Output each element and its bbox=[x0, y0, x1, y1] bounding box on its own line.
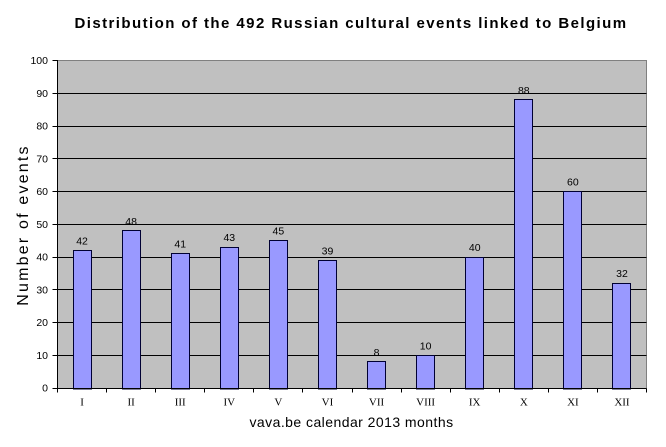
svg-text:8: 8 bbox=[374, 347, 380, 359]
svg-text:VIII: VIII bbox=[416, 397, 435, 409]
svg-text:0: 0 bbox=[42, 383, 48, 395]
svg-text:42: 42 bbox=[76, 235, 88, 247]
svg-text:30: 30 bbox=[36, 284, 48, 296]
svg-text:60: 60 bbox=[36, 186, 48, 198]
svg-text:45: 45 bbox=[273, 226, 285, 238]
svg-text:10: 10 bbox=[420, 340, 432, 352]
svg-text:IX: IX bbox=[469, 397, 481, 409]
svg-text:Number of events: Number of events bbox=[15, 144, 32, 305]
svg-text:100: 100 bbox=[30, 55, 48, 67]
svg-text:70: 70 bbox=[36, 153, 48, 165]
svg-text:Distribution of the 492 Russia: Distribution of the 492 Russian cultural… bbox=[74, 15, 627, 32]
svg-text:88: 88 bbox=[518, 85, 530, 97]
svg-text:90: 90 bbox=[36, 88, 48, 100]
svg-text:XI: XI bbox=[567, 397, 579, 409]
svg-text:vava.be calendar 2013 months: vava.be calendar 2013 months bbox=[249, 414, 453, 430]
svg-text:X: X bbox=[520, 397, 528, 409]
svg-text:41: 41 bbox=[174, 239, 186, 251]
svg-text:II: II bbox=[127, 397, 135, 409]
svg-text:50: 50 bbox=[36, 219, 48, 231]
svg-text:VII: VII bbox=[369, 397, 385, 409]
svg-text:40: 40 bbox=[469, 242, 481, 254]
svg-text:32: 32 bbox=[616, 268, 628, 280]
svg-text:80: 80 bbox=[36, 121, 48, 133]
svg-text:20: 20 bbox=[36, 317, 48, 329]
svg-text:43: 43 bbox=[223, 232, 235, 244]
svg-text:60: 60 bbox=[567, 177, 579, 189]
svg-text:III: III bbox=[175, 397, 186, 409]
svg-text:10: 10 bbox=[36, 350, 48, 362]
svg-text:VI: VI bbox=[322, 397, 334, 409]
svg-text:I: I bbox=[80, 397, 84, 409]
svg-text:40: 40 bbox=[36, 252, 48, 264]
svg-text:39: 39 bbox=[322, 245, 334, 257]
svg-text:IV: IV bbox=[223, 397, 235, 409]
svg-text:48: 48 bbox=[125, 216, 137, 228]
svg-text:V: V bbox=[274, 397, 282, 409]
svg-text:XII: XII bbox=[614, 397, 630, 409]
